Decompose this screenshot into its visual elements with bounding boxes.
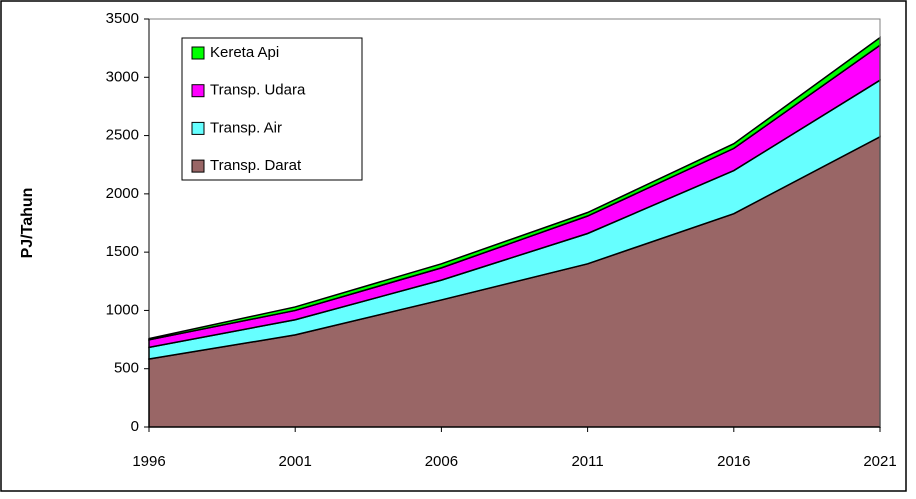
- legend-swatch: [191, 84, 205, 98]
- y-tick-label: 3500: [106, 10, 139, 27]
- y-tick-label: 1500: [106, 243, 139, 260]
- x-tick-label: 2016: [717, 453, 750, 470]
- y-tick-label: 3000: [106, 68, 139, 85]
- legend-swatch: [191, 121, 205, 135]
- y-axis-label: PJ/Tahun: [19, 188, 36, 259]
- x-tick-label: 1996: [132, 453, 165, 470]
- x-tick-label: 2011: [571, 453, 603, 470]
- y-tick-label: 1000: [106, 301, 139, 318]
- y-tick-label: 2000: [106, 185, 139, 202]
- legend-label: Transp. Udara: [210, 82, 306, 99]
- legend: [181, 37, 363, 181]
- y-tick-label: 2500: [106, 127, 139, 144]
- legend-label: Kereta Api: [210, 44, 279, 61]
- legend-label: Transp. Air: [210, 119, 282, 136]
- x-tick-label: 2006: [425, 453, 458, 470]
- x-tick-label: 2001: [279, 453, 312, 470]
- y-tick-label: 500: [114, 360, 139, 377]
- legend-swatch: [191, 46, 205, 60]
- y-tick-label: 0: [131, 418, 139, 435]
- legend-label: Transp. Darat: [210, 157, 302, 174]
- legend-swatch: [191, 159, 205, 173]
- x-tick-label: 2021: [863, 453, 896, 470]
